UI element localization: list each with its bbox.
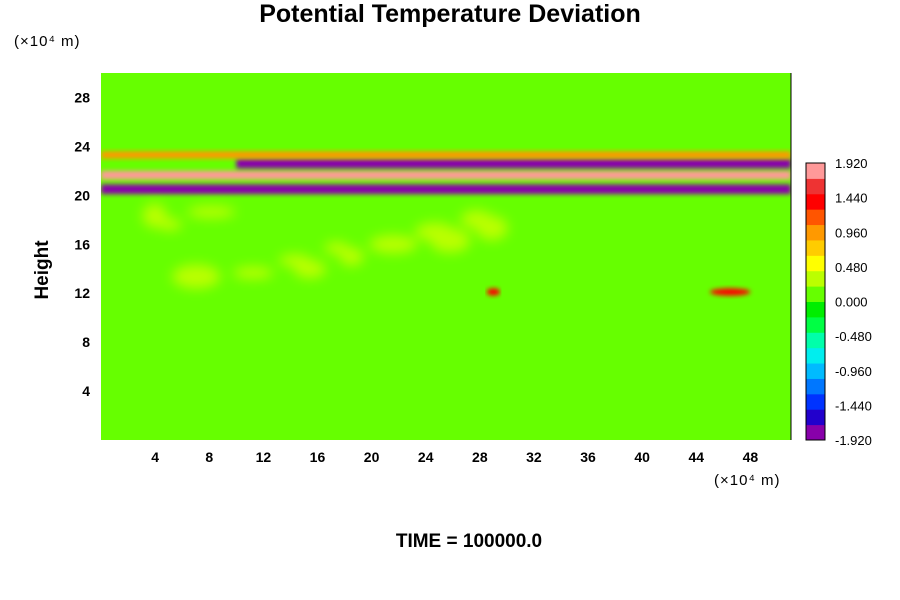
colorbar-segment xyxy=(806,378,825,395)
feature-eddy xyxy=(460,210,493,229)
x-tick-label: 28 xyxy=(472,449,488,465)
colorbar xyxy=(805,162,826,441)
colorbar-segment xyxy=(806,255,825,272)
feature-cold-band-upper xyxy=(236,158,791,169)
colorbar-segment xyxy=(806,409,825,426)
colorbar-segment xyxy=(806,332,825,349)
colorbar-tick-label: 0.000 xyxy=(835,295,868,310)
colorbar-segment xyxy=(806,224,825,241)
colorbar-tick-label: -1.920 xyxy=(835,433,872,448)
colorbar-segment xyxy=(806,286,825,302)
y-axis-ticks: 4 8 12 16 20 24 28 xyxy=(74,89,90,399)
x-axis-unit: (×10⁴ m) xyxy=(714,472,781,489)
field-features xyxy=(101,151,791,296)
colorbar-segment xyxy=(806,424,825,441)
colorbar-segment xyxy=(806,301,825,318)
x-tick-label: 32 xyxy=(526,449,542,465)
feature-warm-layer-top xyxy=(101,151,791,159)
feature-warm-spot xyxy=(709,288,751,296)
y-tick-label: 8 xyxy=(82,334,90,350)
y-tick-label: 28 xyxy=(74,89,90,105)
x-axis-ticks: 4 8 12 16 20 24 28 32 36 40 44 48 xyxy=(151,449,758,465)
colorbar-segment xyxy=(806,163,825,179)
colorbar-tick-label: 0.960 xyxy=(835,225,868,240)
feature-eddy xyxy=(369,235,418,254)
colorbar-frame xyxy=(805,162,826,441)
feature-eddy xyxy=(324,241,349,254)
colorbar-segment xyxy=(806,270,825,287)
x-tick-label: 20 xyxy=(364,449,380,465)
x-tick-label: 12 xyxy=(256,449,272,465)
x-tick-label: 4 xyxy=(151,449,159,465)
x-tick-label: 44 xyxy=(689,449,705,465)
x-tick-label: 48 xyxy=(743,449,759,465)
x-tick-label: 24 xyxy=(418,449,434,465)
colorbar-tick-label: 1.440 xyxy=(835,191,868,206)
colorbar-ticks: 1.920 1.440 0.960 0.480 0.000 -0.480 -0.960 -1.… xyxy=(835,156,872,448)
feature-eddies xyxy=(142,203,508,289)
y-tick-label: 4 xyxy=(82,383,90,399)
y-tick-label: 20 xyxy=(74,187,90,203)
y-tick-label: 16 xyxy=(74,236,90,252)
x-tick-label: 8 xyxy=(205,449,213,465)
feature-eddy xyxy=(278,254,311,267)
colorbar-segment xyxy=(806,316,825,333)
time-label: TIME = 100000.0 xyxy=(395,531,543,552)
y-axis-unit: (×10⁴ m) xyxy=(14,33,81,50)
colorbar-tick-label: -0.480 xyxy=(835,329,872,344)
feature-eddy xyxy=(414,222,455,241)
chart-title: Potential Temperature Deviation xyxy=(259,0,641,28)
y-tick-label: 24 xyxy=(74,138,90,154)
feature-eddy xyxy=(339,247,364,266)
colorbar-segment xyxy=(806,363,825,379)
x-tick-label: 16 xyxy=(310,449,326,465)
feature-eddy xyxy=(187,205,236,218)
colorbar-segment xyxy=(806,209,825,226)
feature-eddy xyxy=(172,264,221,289)
colorbar-tick-label: 1.920 xyxy=(835,156,868,171)
x-tick-label: 36 xyxy=(580,449,596,465)
colorbar-segment xyxy=(806,347,825,364)
feature-cold-band-lower xyxy=(101,184,791,195)
plot-area xyxy=(101,73,791,440)
colorbar-tick-label: -1.440 xyxy=(835,398,872,413)
feature-eddy xyxy=(142,203,167,228)
feature-eddy xyxy=(233,266,274,279)
colorbar-segment xyxy=(806,393,825,410)
colorbar-segment xyxy=(806,193,825,210)
x-tick-label: 40 xyxy=(634,449,650,465)
feature-warm-band xyxy=(101,170,791,180)
y-tick-label: 12 xyxy=(74,285,90,301)
colorbar-segment xyxy=(806,239,825,256)
colorbar-tick-label: 0.480 xyxy=(835,260,868,275)
colorbar-tick-label: -0.960 xyxy=(835,364,872,379)
colorbar-segment xyxy=(806,178,825,195)
feature-warm-spot xyxy=(486,288,501,296)
